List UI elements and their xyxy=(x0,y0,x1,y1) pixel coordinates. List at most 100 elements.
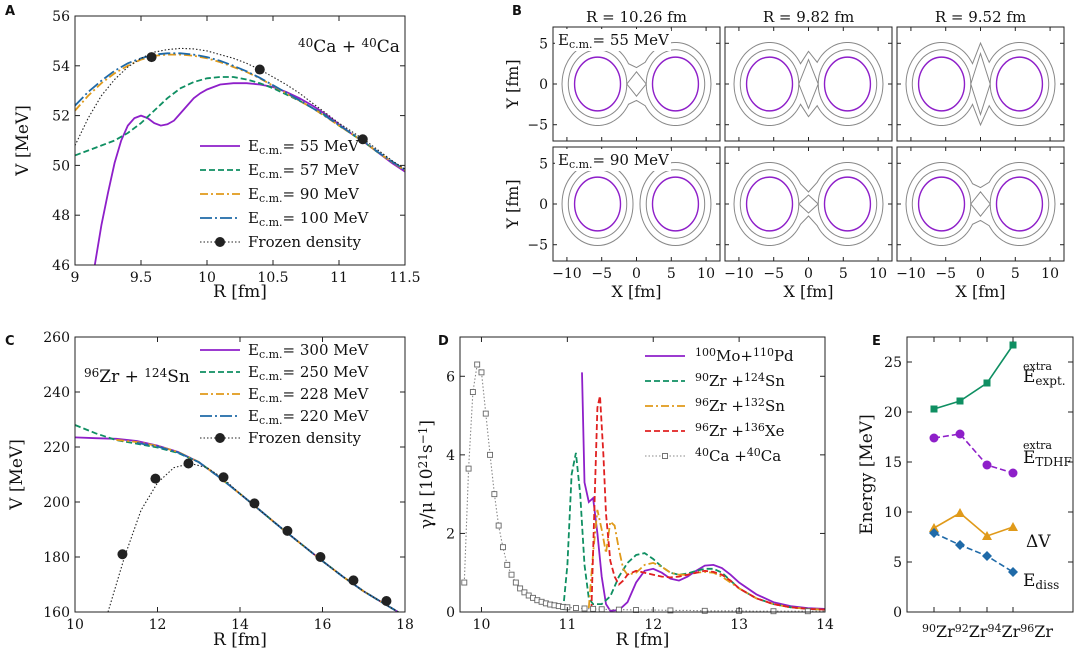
x-tick-label: 5 xyxy=(839,266,848,282)
square-marker xyxy=(499,544,506,551)
density-contour xyxy=(651,56,700,112)
panel-letter: B xyxy=(512,4,522,19)
category-labels: 90Zr92Zr94Zr96Zr xyxy=(922,622,1053,641)
y-tick-label: 5 xyxy=(539,156,548,172)
y-tick-label: 46 xyxy=(52,258,70,274)
square-marker xyxy=(956,397,964,405)
x-tick-label: −5 xyxy=(935,266,956,282)
y-tick-label: 240 xyxy=(43,385,70,401)
series-line xyxy=(75,52,405,171)
y-axis-label: Energy [MeV] xyxy=(857,414,877,534)
frozen-density-marker xyxy=(282,525,293,536)
square-marker xyxy=(469,389,476,395)
density-contour xyxy=(567,49,706,119)
density-contour xyxy=(911,169,1050,239)
panel-D: 10 11 12 13 14 0 2 4 6 R [fm] γ/μ [1021s−1] 100Mo+1… xyxy=(416,336,834,650)
triangle-marker xyxy=(1008,522,1018,531)
series-line xyxy=(562,452,825,611)
legend-label: 96Zr +136Xe xyxy=(695,421,785,440)
square-marker xyxy=(590,605,597,612)
square-marker xyxy=(517,585,524,592)
square-marker xyxy=(701,607,708,614)
y-tick-label: 0 xyxy=(539,77,548,93)
series-line xyxy=(933,344,1014,410)
legend-marker xyxy=(215,433,225,443)
y-axis-label: γ/μ [1021s−1] xyxy=(416,420,437,529)
panel-letter: A xyxy=(5,4,15,19)
y-tick-label: 20 xyxy=(884,405,902,421)
x-tick-label: −10 xyxy=(552,266,582,282)
panel-letter: C xyxy=(5,334,15,349)
legend-label: Ec.m.= 57 MeV xyxy=(248,161,360,181)
y-tick-label: 4 xyxy=(446,448,455,464)
x-tick-label: 16 xyxy=(314,617,332,633)
x-tick-label: 5 xyxy=(667,266,676,282)
series-line xyxy=(933,433,1014,474)
y-tick-label: 48 xyxy=(52,208,70,224)
x-axis-label: X [fm] xyxy=(611,282,661,301)
panel-B: R = 10.26 fm R = 9.82 fm R = 9.52 fm 5 0 −5 Y … xyxy=(503,8,1065,301)
legend-marker xyxy=(215,237,225,247)
x-tick-label: 12 xyxy=(644,617,662,633)
frozen-density-marker xyxy=(183,458,194,469)
triangle-marker xyxy=(929,523,939,532)
square-marker xyxy=(804,608,811,615)
square-marker xyxy=(598,606,605,613)
x-tick-label: 10 xyxy=(697,266,715,282)
row-label-bg xyxy=(555,29,671,51)
density-contour xyxy=(561,42,712,126)
square-marker xyxy=(487,451,494,458)
density-contour xyxy=(905,162,1056,246)
x-tick-label: 9.5 xyxy=(130,270,152,286)
column-title: R = 9.82 fm xyxy=(763,8,854,26)
y-tick-label: 25 xyxy=(884,355,902,371)
x-tick-label: 9 xyxy=(71,270,80,286)
square-marker xyxy=(465,465,472,472)
square-marker xyxy=(508,571,515,578)
circle-marker xyxy=(982,460,992,470)
series-line xyxy=(590,395,825,611)
y-tick-label: 15 xyxy=(884,455,902,471)
square-marker xyxy=(581,605,588,612)
square-marker xyxy=(461,579,468,586)
panel-C: 10 12 14 16 18 160 180 200 220 240 260 R [fm] V [MeV… xyxy=(7,330,414,650)
square-marker xyxy=(633,607,640,613)
x-axis-label: R [fm] xyxy=(616,630,670,650)
series-line xyxy=(587,509,825,611)
legend-label: 90Zr +124Sn xyxy=(695,371,785,390)
square-marker xyxy=(572,605,579,612)
contour-subplot: −10 −5 0 5 10 X [fm] xyxy=(724,146,893,301)
x-tick-label: −5 xyxy=(591,266,612,282)
x-tick-label: 10 xyxy=(869,266,887,282)
square-marker xyxy=(521,589,528,596)
x-axis-label: X [fm] xyxy=(783,282,833,301)
legend-label: Ec.m.= 100 MeV xyxy=(248,209,370,229)
density-contour xyxy=(917,56,966,112)
x-tick-label: 0 xyxy=(976,266,985,282)
density-contour xyxy=(823,56,872,112)
square-marker xyxy=(512,579,519,586)
y-axis-label: Y [fm] xyxy=(503,59,522,109)
row-label: Ec.m.= 55 MeV xyxy=(558,31,670,51)
density-contour xyxy=(911,49,1050,119)
series-line xyxy=(933,532,1014,573)
density-contour xyxy=(573,56,622,112)
circle-marker xyxy=(955,429,965,439)
legend-label: Ec.m.= 250 MeV xyxy=(248,363,370,383)
legend-label: Ec.m.= 220 MeV xyxy=(248,407,370,427)
series-line xyxy=(75,47,405,170)
y-tick-label: 160 xyxy=(43,605,70,621)
y-tick-label: 0 xyxy=(446,605,455,621)
density-contour xyxy=(561,161,634,247)
contour-subplot: −10 −5 0 5 10 X [fm] xyxy=(896,146,1065,301)
square-marker xyxy=(667,607,674,614)
frozen-density-marker xyxy=(117,549,128,560)
panel-E: 0 5 10 15 20 25 90Zr92Zr94Zr96Zr Energy [MeV] Ee… xyxy=(857,336,1074,641)
x-tick-label: 11 xyxy=(558,617,576,633)
square-marker xyxy=(491,491,498,498)
legend-label: Ec.m.= 55 MeV xyxy=(248,137,360,157)
y-tick-label: −5 xyxy=(527,238,548,254)
square-marker xyxy=(482,410,489,417)
x-tick-label: 12 xyxy=(149,617,167,633)
y-tick-label: 50 xyxy=(52,158,70,174)
